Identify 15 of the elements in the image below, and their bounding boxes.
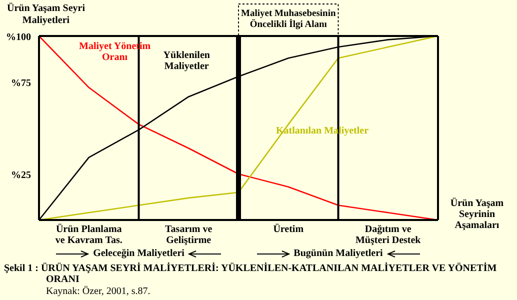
x-tick-label: Ürün Planlama ve Kavram Tas. <box>55 223 123 246</box>
text: Maliyet Muhasebesinin Öncelikli İlgi Alanı <box>241 9 336 30</box>
x-tick-label: Dağıtım ve Müşteri Destek <box>355 224 422 246</box>
y-tick-label: %25 <box>11 170 31 181</box>
y-tick-label: %75 <box>11 78 31 89</box>
text: Kaynak: Özer, 2001, s.87. <box>46 286 150 297</box>
y-axis-title: Ürün Yaşam Seyri Maliyetleri <box>7 2 86 26</box>
text: Bugünün Maliyetleri <box>294 248 383 259</box>
x-tick-label: Tasarım ve Geliştirme <box>165 224 213 246</box>
x-axis-title: Ürün Yaşam Seyrinin Aşamaları <box>450 197 504 231</box>
x-tick-label: Üretim <box>273 223 304 235</box>
y-tick-label: %100 <box>6 32 31 43</box>
text: Şekil 1 : ÜRÜN YAŞAM SEYRİ MALİYETLERİ: YÜKLENİLEN-KATLANILAN MALİYETLER VE YÖNETİM ORANI <box>4 263 498 285</box>
series-label: Yüklenilen Maliyetler <box>163 50 210 72</box>
text: Geleceğin Maliyetleri <box>93 248 184 259</box>
